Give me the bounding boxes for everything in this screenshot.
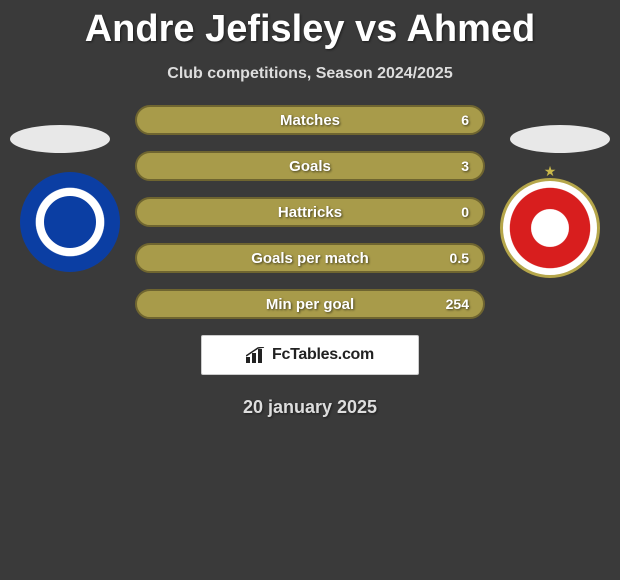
chart-bars-icon: [246, 347, 266, 363]
player-avatar-right: [510, 125, 610, 153]
stat-row-hattricks: Hattricks 0: [135, 197, 485, 227]
stat-label: Goals per match: [251, 250, 369, 267]
stat-row-goals-per-match: Goals per match 0.5: [135, 243, 485, 273]
stat-label: Hattricks: [278, 204, 342, 221]
stat-value: 0: [461, 204, 469, 220]
stat-value: 3: [461, 158, 469, 174]
stat-value: 254: [446, 296, 469, 312]
stat-label: Goals: [289, 158, 331, 175]
stat-label: Matches: [280, 112, 340, 129]
stat-row-min-per-goal: Min per goal 254: [135, 289, 485, 319]
star-icon: ★: [544, 163, 557, 180]
club-crest-right: ★: [500, 178, 600, 278]
stat-value: 0.5: [450, 250, 469, 266]
stat-value: 6: [461, 112, 469, 128]
page-title: Andre Jefisley vs Ahmed: [0, 0, 620, 51]
stat-row-matches: Matches 6: [135, 105, 485, 135]
brand-text: FcTables.com: [272, 346, 374, 364]
crest-left-inner: [40, 192, 100, 252]
subtitle: Club competitions, Season 2024/2025: [0, 65, 620, 83]
brand-badge[interactable]: FcTables.com: [201, 335, 419, 375]
date-label: 20 january 2025: [0, 397, 620, 418]
club-crest-left: [20, 172, 120, 272]
stat-label: Min per goal: [266, 296, 354, 313]
player-avatar-left: [10, 125, 110, 153]
stat-row-goals: Goals 3: [135, 151, 485, 181]
